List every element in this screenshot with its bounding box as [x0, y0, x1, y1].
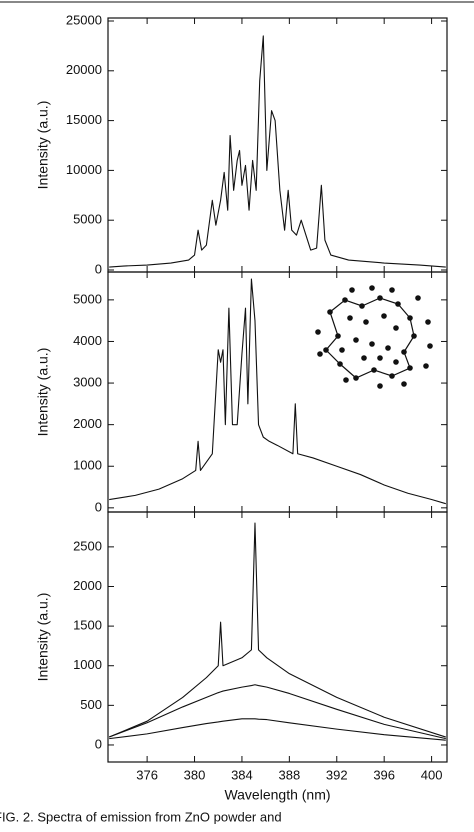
y-tick-label: 1000	[73, 657, 102, 672]
x-tick-label: 392	[326, 767, 348, 782]
spectrum-line	[108, 684, 446, 740]
x-tick-label: 400	[421, 767, 443, 782]
spectrum-line	[108, 522, 446, 738]
x-tick-label: 376	[136, 767, 158, 782]
y-tick-label: 1000	[73, 458, 102, 473]
y-tick-label: 15000	[66, 112, 102, 127]
x-axis-label: Wavelength (nm)	[224, 787, 330, 803]
y-tick-label: 20000	[66, 62, 102, 77]
y-tick-label: 0	[95, 736, 102, 751]
x-tick-label: 388	[279, 767, 301, 782]
inset-diagram	[315, 285, 433, 389]
y-axis-label: Intensity (a.u.)	[35, 348, 51, 437]
spectrum-line	[109, 718, 446, 741]
y-tick-label: 10000	[66, 162, 102, 177]
x-tick-label: 384	[231, 767, 253, 782]
y-tick-label: 2000	[73, 578, 102, 593]
y-tick-label: 0	[95, 261, 102, 276]
y-axis-label: Intensity (a.u.)	[35, 593, 51, 682]
y-tick-label: 2500	[73, 538, 102, 553]
y-tick-label: 5000	[73, 291, 102, 306]
y-tick-label: 25000	[66, 12, 102, 27]
panel-frame	[107, 17, 448, 273]
x-tick-label: 380	[184, 767, 206, 782]
y-tick-label: 0	[95, 499, 102, 514]
y-tick-label: 500	[80, 697, 102, 712]
y-tick-label: 5000	[73, 212, 102, 227]
figure-caption: FIG. 2. Spectra of emission from ZnO pow…	[0, 809, 282, 824]
panel-frame	[107, 511, 448, 763]
y-tick-label: 1500	[73, 618, 102, 633]
spectrum-line	[109, 35, 446, 268]
y-tick-label: 4000	[73, 333, 102, 348]
x-tick-label: 396	[373, 767, 395, 782]
y-axis-label: Intensity (a.u.)	[35, 101, 51, 190]
y-tick-label: 3000	[73, 374, 102, 389]
y-tick-label: 2000	[73, 416, 102, 431]
panel-frame	[107, 271, 448, 513]
spectrum-line	[109, 278, 446, 505]
